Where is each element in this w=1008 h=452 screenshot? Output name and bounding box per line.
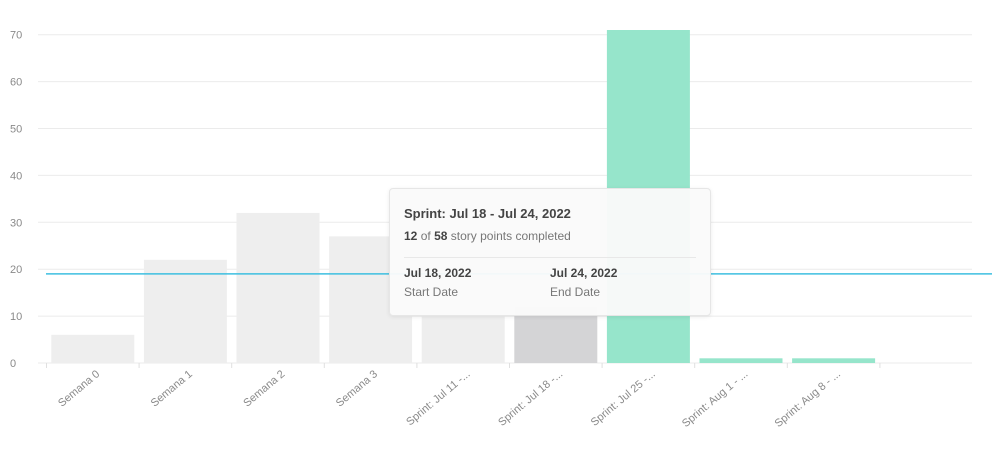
x-tick-label: Sprint: Jul 25 -... — [589, 368, 658, 429]
tooltip-of-text: of — [420, 229, 431, 243]
bar — [143, 259, 227, 363]
x-tick-label: Semana 2 — [241, 368, 287, 409]
tooltip-start-date: Jul 18, 2022 — [404, 266, 472, 280]
tooltip-end-label: End Date — [550, 285, 601, 299]
tooltip-end: Jul 24, 2022 End Date — [550, 266, 696, 299]
tooltip-start-label: Start Date — [404, 285, 459, 299]
y-tick-label: 10 — [10, 311, 22, 323]
tooltip-title: Sprint: Jul 18 - Jul 24, 2022 — [404, 206, 571, 221]
y-tick-label: 30 — [10, 217, 22, 229]
tooltip-total-points: 58 — [434, 229, 448, 243]
bar — [421, 306, 505, 363]
tooltip-points-summary: 12 of 58 story points completed — [404, 229, 696, 243]
y-tick-label: 60 — [10, 77, 22, 89]
tooltip-start: Jul 18, 2022 Start Date — [404, 266, 550, 299]
y-tick-label: 40 — [10, 170, 22, 182]
x-tick-label: Sprint: Jul 18 -... — [496, 368, 565, 429]
x-tick-label: Semana 3 — [334, 368, 380, 409]
bar — [51, 334, 135, 363]
y-tick-label: 20 — [10, 264, 22, 276]
x-tick-label: Sprint: Jul 11 -... — [404, 368, 472, 428]
x-tick-label: Semana 0 — [56, 368, 102, 409]
y-tick-label: 0 — [10, 358, 16, 370]
bar — [514, 306, 598, 363]
x-tick-label: Semana 1 — [149, 368, 195, 409]
tooltip-dates: Jul 18, 2022 Start Date Jul 24, 2022 End… — [404, 266, 696, 299]
tooltip-points-suffix: story points completed — [450, 229, 571, 243]
bar — [699, 358, 783, 363]
x-tick-label: Sprint: Aug 1 - ... — [680, 368, 750, 430]
tooltip-completed-points: 12 — [404, 229, 418, 243]
bar — [236, 212, 320, 363]
tooltip-end-date: Jul 24, 2022 — [550, 266, 618, 280]
tooltip-divider — [404, 257, 696, 258]
bar — [792, 358, 876, 363]
y-tick-label: 70 — [10, 30, 22, 42]
y-tick-label: 50 — [10, 123, 22, 135]
sprint-tooltip: Sprint: Jul 18 - Jul 24, 2022 12 of 58 s… — [389, 188, 711, 316]
x-tick-label: Sprint: Aug 8 - ... — [773, 368, 843, 430]
